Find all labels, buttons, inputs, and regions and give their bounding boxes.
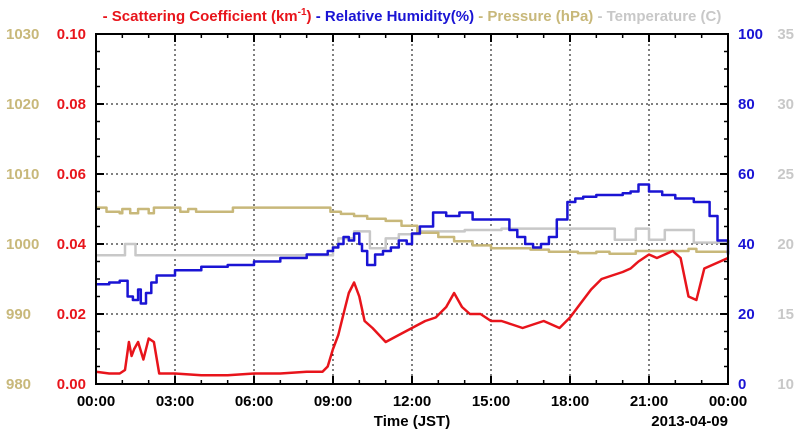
axis-ticks — [95, 33, 729, 385]
scattering-tick-label: 0.00 — [57, 376, 86, 393]
pressure-tick-label: 1030 — [6, 26, 39, 43]
pressure-tick-label: 1020 — [6, 96, 39, 113]
temperature-tick-label: 30 — [777, 96, 794, 113]
axis-tick-labels: 00:00 03:00 06:00 09:00 12:00 15:00 18:00 21:00… — [6, 26, 794, 410]
x-tick-label: 18:00 — [551, 393, 589, 410]
x-tick-label: 12:00 — [393, 393, 431, 410]
x-tick-label: 15:00 — [472, 393, 510, 410]
scattering-tick-label: 0.08 — [57, 96, 86, 113]
x-tick-label: 09:00 — [314, 393, 352, 410]
temperature-tick-label: 35 — [777, 26, 794, 43]
temperature-tick-label: 20 — [777, 236, 794, 253]
humidity-tick-label: 60 — [738, 166, 755, 183]
legend-entry-suffix: ) — [307, 8, 312, 25]
pressure-tick-label: 1000 — [6, 236, 39, 253]
scattering-tick-label: 0.10 — [57, 26, 86, 43]
humidity-tick-label: 20 — [738, 306, 755, 323]
series-lines — [95, 183, 730, 377]
x-tick-label: 06:00 — [235, 393, 273, 410]
x-tick-label: 21:00 — [630, 393, 668, 410]
temperature-tick-label: 15 — [777, 306, 794, 323]
pressure-tick-label: 980 — [6, 376, 31, 393]
temperature-tick-label: 10 — [777, 376, 794, 393]
humidity-tick-label: 40 — [738, 236, 755, 253]
legend-entry: - Pressure (hPa) — [474, 8, 593, 25]
humidity-line — [96, 183, 730, 305]
legend-entry: - Relative Humidity(%) — [312, 8, 475, 25]
x-tick-label: 03:00 — [156, 393, 194, 410]
scattering-line — [95, 249, 729, 377]
x-axis-label: Time (JST) — [374, 413, 450, 430]
x-tick-label: 00:00 — [709, 393, 747, 410]
scattering-tick-label: 0.06 — [57, 166, 86, 183]
humidity-tick-label: 0 — [738, 376, 746, 393]
legend-superscript: -1 — [298, 7, 307, 18]
x-tick-label: 00:00 — [77, 393, 115, 410]
pressure-tick-label: 1010 — [6, 166, 39, 183]
legend: - Scattering Coefficient (km-1) - Relati… — [103, 7, 722, 25]
pressure-tick-label: 990 — [6, 306, 31, 323]
humidity-tick-label: 100 — [738, 26, 763, 43]
legend-entry: - Scattering Coefficient (km — [103, 8, 298, 25]
humidity-tick-label: 80 — [738, 96, 755, 113]
temperature-tick-label: 25 — [777, 166, 794, 183]
scattering-tick-label: 0.02 — [57, 306, 86, 323]
scattering-tick-label: 0.04 — [57, 236, 87, 253]
date-label: 2013-04-09 — [651, 413, 728, 430]
pressure-line — [96, 206, 730, 256]
legend-entry: - Temperature (C) — [593, 8, 721, 25]
